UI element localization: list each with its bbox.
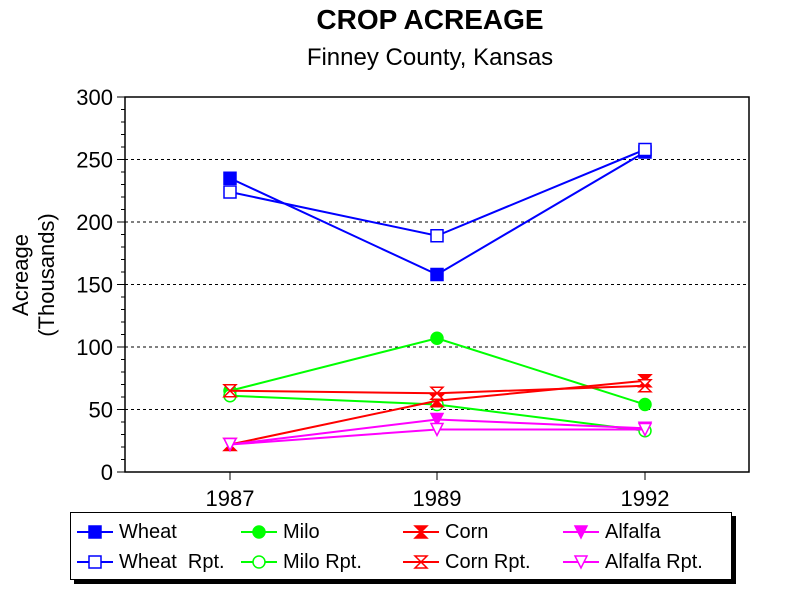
data-point [638, 142, 652, 157]
y-axis-label-line2: (Thousands) [34, 213, 59, 337]
series-line [229, 148, 646, 237]
data-point [429, 386, 445, 400]
chart-legend: Wheat Milo Corn Alfalfa Wheat Rpt. Milo Rpt. C… [70, 512, 732, 580]
y-tick-label: 200 [76, 210, 113, 235]
legend-marker [252, 525, 266, 539]
series-alfalfa-rpt [222, 422, 653, 453]
legend-label: Wheat [119, 520, 177, 543]
legend-label: Alfalfa [605, 520, 661, 543]
legend-label: Corn Rpt. [445, 550, 531, 573]
legend-label: Wheat Rpt. [119, 550, 225, 573]
legend-marker [413, 555, 429, 569]
data-point [222, 384, 238, 398]
legend-item: Corn Rpt. [401, 549, 531, 575]
legend-label: Milo [283, 520, 320, 543]
legend-marker [88, 555, 102, 569]
legend-marker [573, 555, 589, 570]
legend-swatch [403, 525, 439, 539]
series-corn [222, 374, 653, 452]
y-tick-label: 300 [76, 85, 113, 110]
legend-marker [413, 525, 429, 539]
legend-marker [88, 525, 102, 539]
y-axis-label-line1: Acreage [8, 234, 33, 316]
legend-swatch [403, 555, 439, 569]
data-point [223, 171, 237, 185]
x-tick-label: 1992 [621, 486, 670, 511]
data-point [637, 422, 653, 438]
legend-swatch [563, 555, 599, 570]
data-point [430, 229, 444, 243]
legend-swatch [77, 525, 113, 539]
legend-item: Alfalfa [561, 519, 661, 545]
legend-marker [252, 555, 266, 569]
legend-label: Milo Rpt. [283, 550, 362, 573]
x-tick-label: 1987 [206, 486, 255, 511]
legend-item: Corn [401, 519, 488, 545]
legend-swatch [241, 525, 277, 539]
chart-subtitle: Finney County, Kansas [306, 44, 554, 71]
legend-item: Milo [239, 519, 320, 545]
data-point [223, 185, 237, 199]
y-tick-label: 50 [89, 398, 113, 423]
data-point [430, 267, 444, 282]
legend-swatch [77, 555, 113, 569]
x-tick-label: 1989 [413, 486, 462, 511]
legend-label: Corn [445, 520, 489, 543]
chart-title: CROP ACREAGE [316, 4, 544, 35]
legend-swatch [563, 525, 599, 540]
series-line [229, 151, 646, 276]
data-point [429, 422, 445, 438]
data-point [222, 437, 238, 453]
data-point [638, 397, 652, 412]
legend-item: Wheat Rpt. [75, 549, 225, 575]
data-point [429, 412, 445, 428]
legend-item: Milo Rpt. [239, 549, 362, 575]
series-wheat [223, 145, 652, 282]
data-point [637, 379, 653, 393]
y-tick-label: 100 [76, 335, 113, 360]
legend-item: Wheat [75, 519, 177, 545]
legend-label: Alfalfa Rpt. [605, 550, 703, 573]
legend-swatch [241, 555, 277, 569]
legend-item: Alfalfa Rpt. [561, 549, 703, 575]
legend-marker [573, 525, 589, 540]
y-tick-label: 150 [76, 273, 113, 298]
y-tick-label: 250 [76, 148, 113, 173]
series-corn-rpt [222, 379, 653, 400]
y-tick-label: 0 [101, 460, 113, 485]
data-point [430, 331, 444, 345]
series-wheat-rpt [223, 142, 652, 243]
